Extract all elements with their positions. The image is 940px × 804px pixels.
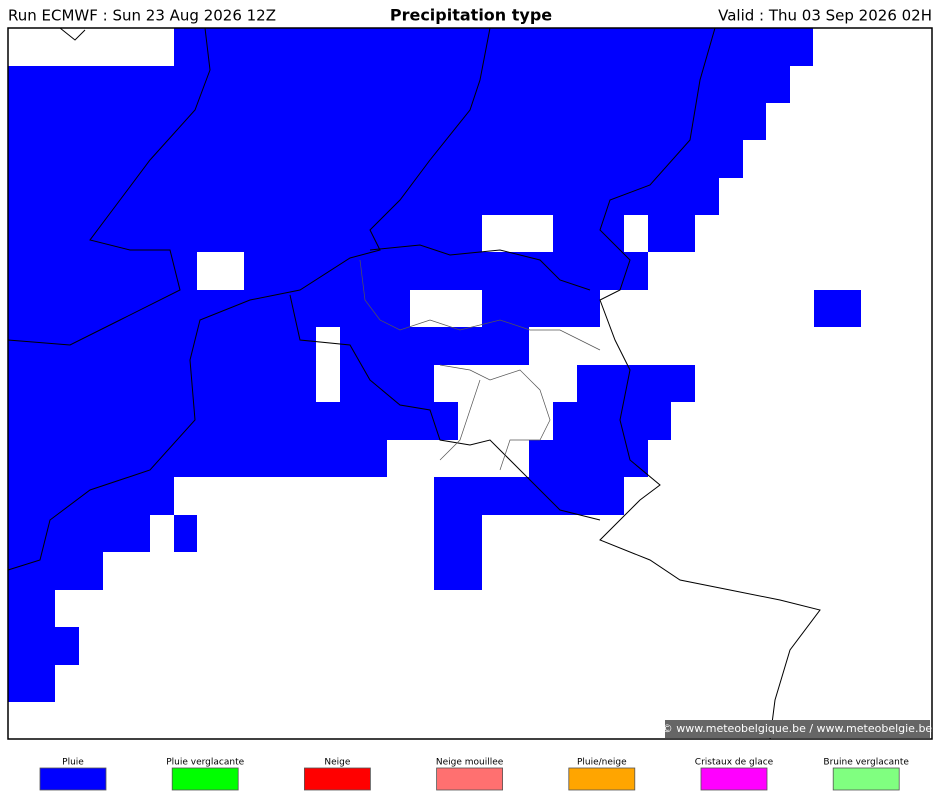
dry-cells: [197, 215, 648, 402]
map-title: Precipitation type: [390, 6, 552, 25]
legend-label: Neige mouillee: [436, 758, 504, 768]
run-label: Run ECMWF : Sun 23 Aug 2026 12Z: [8, 7, 276, 25]
legend-label: Neige: [324, 758, 350, 768]
coastlines-borders: [7, 27, 821, 740]
legend-label: Pluie: [62, 758, 84, 768]
valid-label: Valid : Thu 03 Sep 2026 02H: [718, 7, 932, 25]
legend-swatch: [39, 767, 107, 791]
legend-label: Pluie verglacante: [166, 758, 244, 768]
map-frame: [7, 27, 933, 740]
region-borders: [359, 259, 601, 471]
legend-swatch: [700, 767, 768, 791]
legend-swatch: [171, 767, 239, 791]
credit: © www.meteobelgique.be / www.meteobelgie…: [662, 722, 933, 735]
precipitation-area: [8, 28, 861, 702]
credit-box: [665, 720, 930, 738]
legend-swatch: [436, 767, 504, 791]
legend-swatch: [832, 767, 900, 791]
legend: Pluie Pluie verglacante Neige Neige mouille…: [39, 758, 909, 791]
legend-label: Pluie/neige: [577, 758, 627, 768]
legend-swatch: [303, 767, 371, 791]
legend-label: Cristaux de glace: [695, 758, 774, 768]
legend-swatch: [568, 767, 636, 791]
legend-label: Bruine verglacante: [823, 758, 909, 768]
